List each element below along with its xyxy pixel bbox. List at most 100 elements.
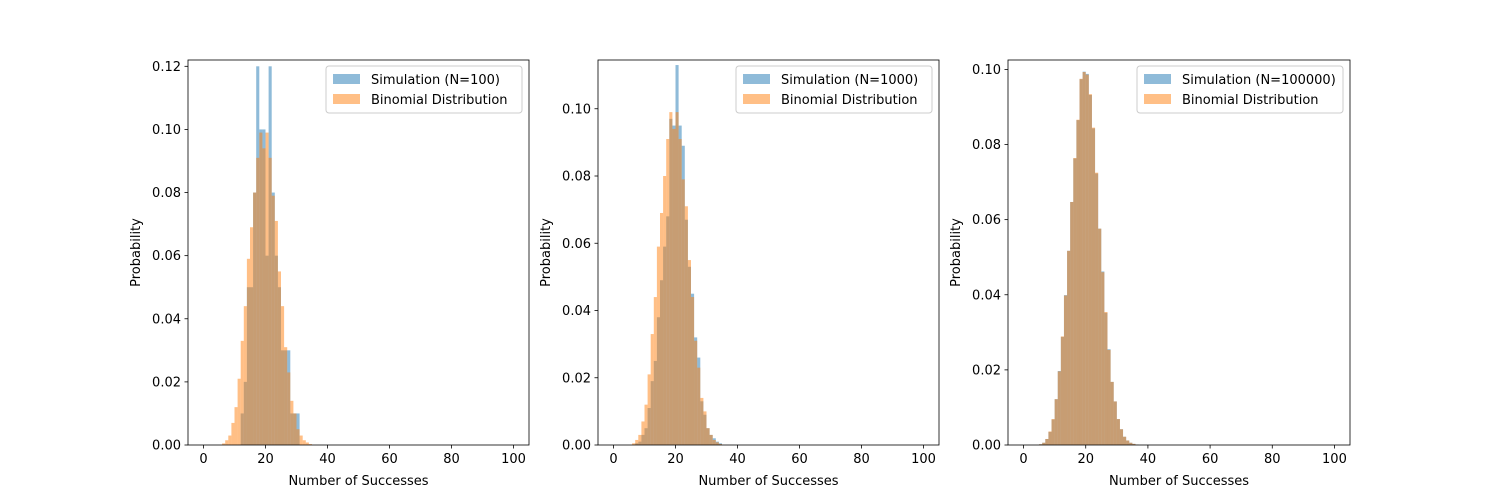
histogram-bar (253, 192, 257, 445)
legend-swatch (743, 94, 770, 104)
histogram-bar (1129, 442, 1133, 445)
axes-frame (1007, 59, 1351, 446)
x-tick-label: 100 (501, 452, 526, 467)
histogram-bar (256, 157, 260, 445)
histogram-bar (641, 421, 645, 445)
histogram-bar (1045, 438, 1049, 445)
histogram-bar (712, 439, 716, 445)
y-tick-label: 0.08 (972, 138, 1001, 153)
y-tick-label: 0.04 (972, 288, 1001, 303)
x-tick-label: 100 (1322, 452, 1347, 467)
histogram-bar (296, 429, 300, 445)
legend-box (325, 65, 523, 114)
histogram-bar (1079, 78, 1083, 445)
x-tick-label: 60 (791, 452, 808, 467)
histogram-bar (308, 444, 312, 445)
histogram-bar (305, 442, 309, 445)
histogram-bar (697, 367, 701, 445)
x-tick-label: 0 (1019, 452, 1027, 467)
histogram-bar (681, 179, 685, 445)
y-tick-label: 0.02 (972, 363, 1001, 378)
histogram-bar (1070, 201, 1074, 445)
x-tick-label: 0 (199, 452, 207, 467)
histogram-bar (1119, 429, 1124, 445)
series-2-bars (632, 112, 722, 446)
y-tick-label: 0.10 (972, 63, 1001, 78)
histogram-bar (222, 443, 226, 445)
x-tick-label: 80 (1264, 452, 1281, 467)
histogram-bar (1063, 295, 1068, 445)
histogram-bar (660, 212, 664, 445)
histogram-bar (293, 413, 297, 445)
histogram-bar (1113, 401, 1117, 445)
y-tick-label: 0.00 (562, 439, 591, 454)
histogram-bar (1088, 94, 1092, 446)
x-tick-label: 100 (911, 452, 936, 467)
histogram-bar (644, 404, 648, 445)
x-tick-label: 60 (1202, 452, 1219, 467)
histogram-bar (1101, 272, 1105, 445)
legend-label: Simulation (N=100) (371, 73, 500, 88)
histogram-bar (1051, 419, 1055, 445)
legend-label: Binomial Distribution (371, 93, 508, 108)
y-tick-label: 0.00 (152, 439, 181, 454)
histogram-bar (271, 195, 275, 445)
legend: Simulation (N=1000) Binomial Distribution (735, 65, 933, 114)
histogram-bar (638, 434, 642, 445)
histogram-bar (1110, 381, 1114, 445)
histogram-bar (237, 378, 241, 445)
histogram-bar (694, 340, 698, 445)
y-tick-label: 0.10 (562, 102, 591, 117)
histogram-bar (243, 306, 247, 445)
histogram-bar (259, 132, 263, 445)
legend-swatch (743, 74, 770, 84)
histogram-bar (684, 206, 688, 445)
histogram-bar (718, 443, 722, 445)
legend: Simulation (N=100) Binomial Distribution (325, 65, 523, 114)
legend-swatch (1144, 74, 1171, 84)
histogram-bar (262, 148, 266, 445)
histogram-bar (1042, 442, 1046, 445)
histogram-bar (1116, 419, 1120, 445)
histogram-bar (675, 112, 679, 445)
y-tick-label: 0.08 (562, 170, 591, 185)
histogram-bar (700, 397, 704, 445)
y-tick-label: 0.02 (562, 371, 591, 386)
y-tick-label: 0.06 (152, 249, 181, 264)
histogram-bar (669, 112, 673, 445)
histogram-bar (265, 132, 269, 445)
histogram-bar (268, 157, 272, 445)
y-tick-label: 0.06 (972, 213, 1001, 228)
legend-swatch (1144, 94, 1171, 104)
y-tick-label: 0.08 (152, 186, 181, 201)
x-tick-label: 20 (257, 452, 274, 467)
histogram-bar (666, 139, 670, 446)
histogram-bar (1082, 72, 1086, 446)
series-2-bars (222, 132, 312, 445)
x-tick-label: 80 (853, 452, 870, 467)
legend-box (735, 65, 933, 114)
histogram-bar (1073, 158, 1077, 445)
x-tick-label: 40 (319, 452, 336, 467)
histogram-bar (635, 439, 639, 445)
histogram-bar (672, 128, 676, 446)
histogram-bar (632, 443, 636, 445)
histogram-bar (1085, 74, 1089, 446)
histogram-bar (687, 260, 691, 445)
y-tick-label: 0.02 (152, 375, 181, 390)
histogram-bar (647, 374, 651, 445)
histogram-bar (250, 227, 254, 445)
histogram-bar (1057, 371, 1061, 445)
y-tick-label: 0.04 (562, 304, 591, 319)
subplot-3: 0 20 40 60 80 100 0.00 0.02 0.04 0.06 0.08 0.10 Numb… (949, 59, 1351, 489)
y-tick-label: 0.12 (152, 60, 181, 75)
x-axis-label: Number of Successes (698, 474, 838, 489)
legend-label: Binomial Distribution (781, 93, 918, 108)
legend-swatch (333, 74, 360, 84)
histogram-bar (284, 347, 288, 445)
histogram-bar (709, 434, 713, 445)
legend-label: Simulation (N=1000) (781, 73, 918, 88)
histogram-bar (1048, 431, 1052, 445)
x-tick-label: 40 (1140, 452, 1157, 467)
